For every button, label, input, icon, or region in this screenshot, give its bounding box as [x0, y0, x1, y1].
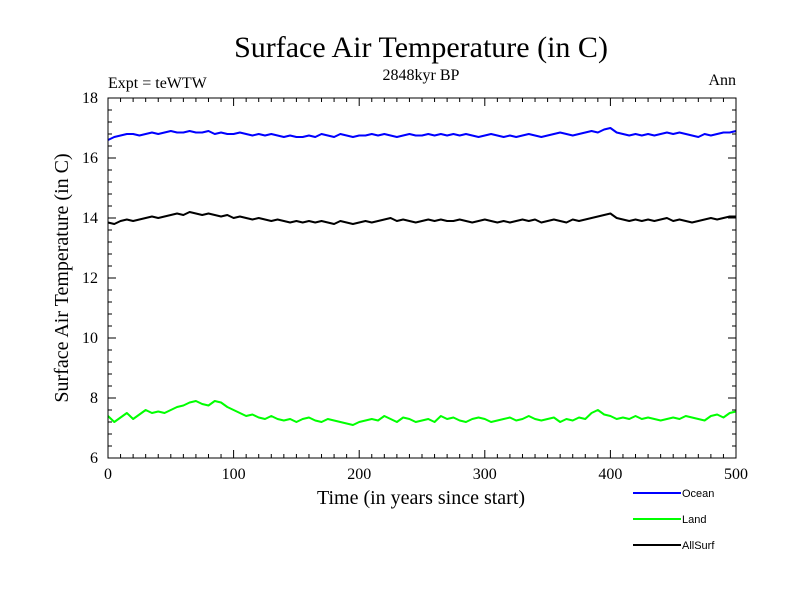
series-line-allsurf [107, 211, 736, 225]
y-tick-label: 14 [82, 210, 98, 227]
legend-label-ocean: Ocean [682, 488, 714, 500]
x-tick-label: 400 [598, 466, 622, 483]
x-tick-label: 100 [222, 466, 246, 483]
x-tick-label: 200 [347, 466, 371, 483]
x-tick-label: 0 [104, 466, 112, 483]
y-tick-label: 12 [82, 270, 98, 287]
x-axis-label: Time (in years since start) [317, 487, 525, 509]
y-tick-label: 8 [90, 390, 98, 407]
legend-label-land: Land [682, 514, 706, 526]
chart-title: Surface Air Temperature (in C) [234, 31, 608, 64]
y-tick-label: 6 [90, 450, 98, 467]
x-tick-label: 500 [724, 466, 748, 483]
x-tick-label: 300 [473, 466, 497, 483]
y-tick-label: 10 [82, 330, 98, 347]
y-tick-label: 16 [82, 150, 98, 167]
series-line-ocean [107, 127, 737, 141]
y-axis-label: Surface Air Temperature (in C) [51, 153, 73, 402]
experiment-label: Expt = teWTW [108, 75, 208, 92]
chart-subtitle: 2848kyr BP [383, 67, 460, 84]
legend: Ocean Land AllSurf [633, 488, 715, 552]
period-label: Ann [708, 72, 736, 89]
series-line-land [107, 400, 737, 426]
y-tick-label: 18 [82, 90, 98, 107]
plot-area: 0 100 200 300 400 500 6 8 10 12 14 16 18 [82, 90, 748, 483]
legend-label-allsurf: AllSurf [682, 540, 715, 552]
